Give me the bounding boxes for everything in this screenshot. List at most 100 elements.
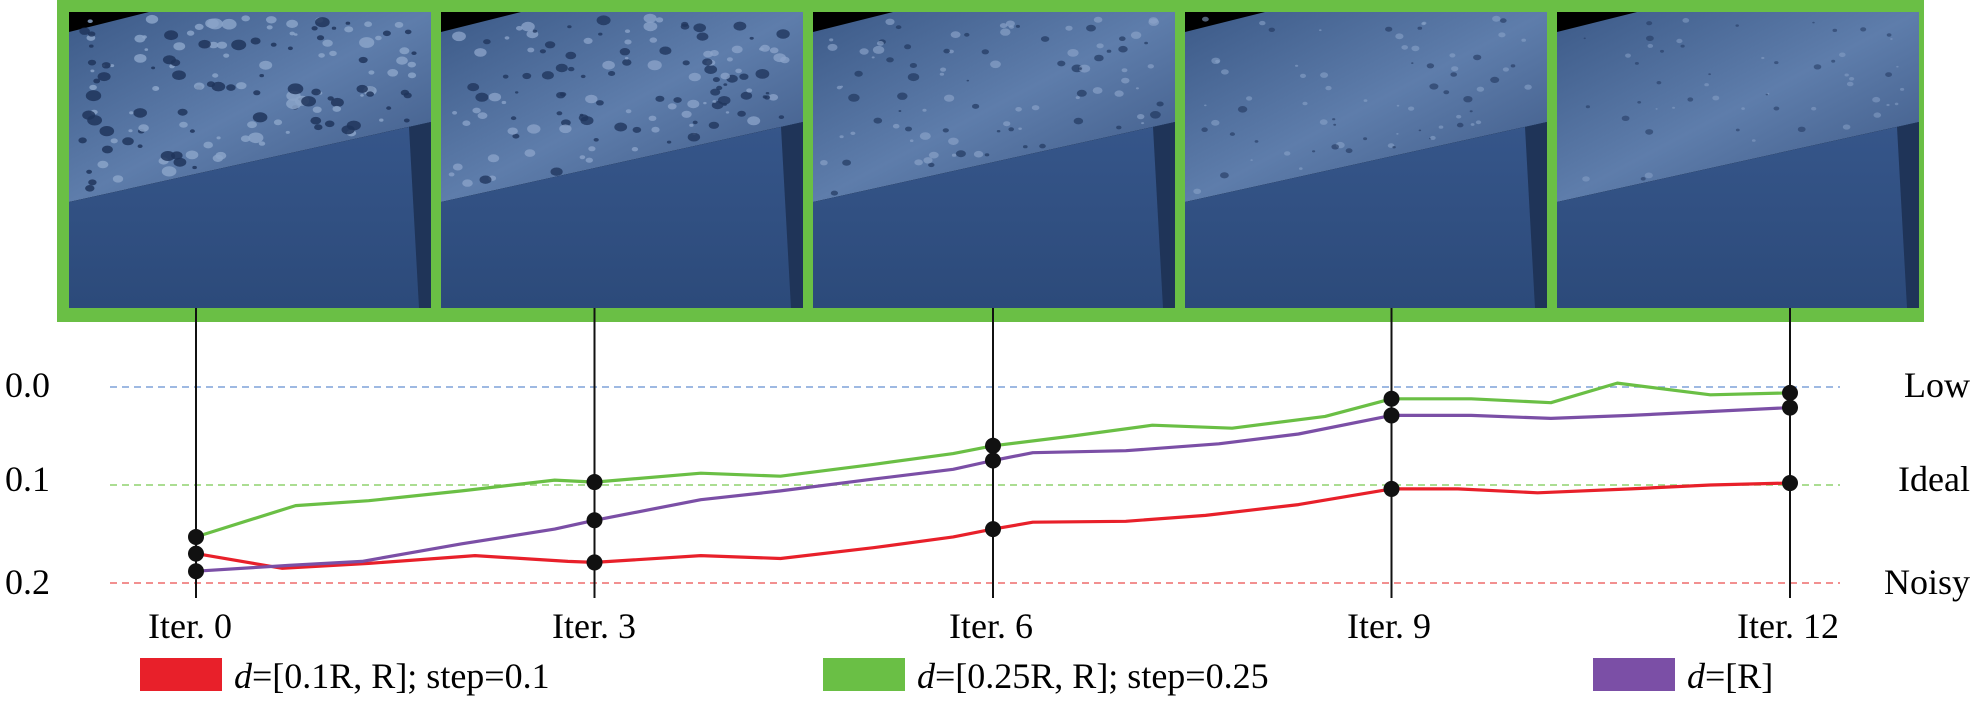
surface-bump [950,31,961,38]
surface-bump [366,91,374,97]
surface-bump [311,88,321,96]
surface-bump [1500,18,1507,23]
surface-bump [624,39,632,45]
x-tick-iter-3: Iter. 3 [552,606,636,646]
surface-bump [580,74,586,79]
surface-bump [919,132,931,140]
surface-bump [287,46,293,51]
series-markers [188,384,1798,580]
surface-bump [710,88,721,96]
surface-bump [138,124,149,132]
surface-bump [301,96,316,107]
surface-bump [203,141,213,149]
surface-bump [134,54,147,63]
surface-bump [467,83,480,92]
surface-bump [504,36,510,40]
surface-bump [955,150,966,158]
surface-bump [733,21,747,31]
render-panel-2 [813,12,1175,308]
marker-s0-iter-12 [1782,475,1798,492]
x-tick-iter-0: Iter. 0 [148,606,232,646]
surface-bump [579,155,586,160]
surface-bump [1676,38,1683,44]
surface-bump [1646,35,1654,41]
surface-bump [1583,37,1586,40]
surface-bump [872,45,885,54]
surface-bump [112,175,124,183]
surface-bump [358,56,368,64]
surface-bump [1621,115,1630,122]
surface-bump [940,67,947,72]
surface-bump [1656,81,1662,85]
surface-bump [87,59,97,66]
surface-bump [1003,121,1011,127]
surface-bump [827,43,838,51]
surface-bump [712,100,717,103]
surface-bump [1015,24,1020,28]
surface-bump [746,88,753,93]
surface-bump [1031,105,1040,111]
surface-bump [368,70,375,75]
surface-bump [731,45,743,54]
surface-bump [631,147,639,152]
surface-bump [747,116,761,126]
surface-bump [583,37,593,44]
surface-bump [145,14,159,24]
surface-bump [527,47,535,53]
surface-bump [1502,67,1509,72]
marker-s1-iter-0 [188,528,204,545]
surface-bump [1844,73,1849,77]
surface-bump [273,119,283,126]
surface-bump [909,63,917,68]
surface-bump [407,72,417,79]
surface-bump [1582,176,1590,182]
marker-s1-iter-12 [1782,384,1798,401]
marker-s2-iter-0 [188,563,204,580]
surface-bump [939,72,945,76]
surface-bump [86,169,92,174]
surface-bump [1144,41,1148,45]
surface-bump [1846,81,1854,87]
surface-bump [1842,124,1851,130]
surface-bump [749,36,754,40]
surface-bump [387,69,399,77]
surface-bump [778,115,785,119]
surface-bump [1246,96,1253,101]
surface-bump [1078,67,1082,70]
surface-bump [1065,25,1073,31]
surface-bump [479,175,492,184]
surface-bump [1067,49,1079,57]
surface-bump [1811,106,1817,111]
surface-bump [1331,144,1339,150]
surface-bump [1885,72,1892,77]
surface-bump [964,32,970,37]
marker-s2-iter-12 [1782,399,1798,416]
water-render-3 [1185,12,1547,308]
surface-bump [632,126,642,133]
surface-bump [769,47,779,54]
surface-bump [1498,32,1506,38]
surface-bump [1894,102,1899,106]
surface-bump [914,159,923,166]
y-axis-ticks: 0.0 0.1 0.2 [5,365,50,602]
surface-bump [561,119,571,127]
surface-bump [488,92,502,102]
surface-bump [87,31,96,37]
surface-bump [474,48,487,57]
surface-bump [1268,27,1275,32]
surface-bump [840,85,843,88]
surface-bump [1121,77,1130,84]
surface-bump [839,135,844,139]
surface-bump [1319,119,1328,125]
surface-bump [411,51,417,55]
surface-bump [559,92,567,97]
surface-bump [332,105,342,112]
surface-bump [1094,54,1104,62]
surface-bump [854,70,863,77]
surface-bump [247,121,257,129]
surface-bump [483,39,491,45]
surface-bump [223,53,230,58]
surface-bump [516,26,523,31]
surface-bump [648,115,657,122]
surface-bump [585,94,598,104]
